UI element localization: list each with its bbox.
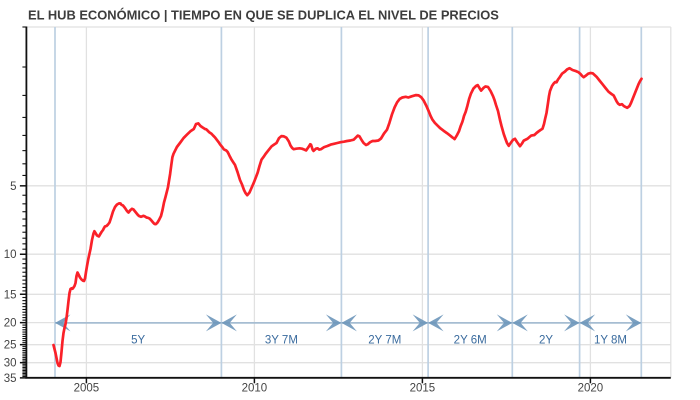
svg-text:15: 15: [4, 289, 17, 301]
svg-text:5Y: 5Y: [131, 335, 145, 347]
svg-text:2Y: 2Y: [539, 335, 553, 347]
svg-text:10: 10: [4, 249, 17, 261]
svg-text:3Y 7M: 3Y 7M: [265, 335, 298, 347]
svg-text:2Y 7M: 2Y 7M: [368, 335, 401, 347]
svg-text:25: 25: [4, 340, 17, 352]
svg-text:2015: 2015: [410, 382, 436, 394]
svg-text:EL HUB ECONÓMICO | TIEMPO EN Q: EL HUB ECONÓMICO | TIEMPO EN QUE SE DUPL…: [28, 8, 499, 23]
svg-text:20: 20: [4, 318, 17, 330]
svg-text:2010: 2010: [242, 382, 268, 394]
svg-text:2020: 2020: [578, 382, 604, 394]
svg-text:30: 30: [4, 358, 17, 370]
svg-text:2005: 2005: [74, 382, 100, 394]
svg-text:2Y 6M: 2Y 6M: [454, 335, 487, 347]
svg-text:5: 5: [10, 181, 16, 193]
svg-text:1Y 8M: 1Y 8M: [594, 335, 627, 347]
svg-text:35: 35: [4, 373, 17, 385]
